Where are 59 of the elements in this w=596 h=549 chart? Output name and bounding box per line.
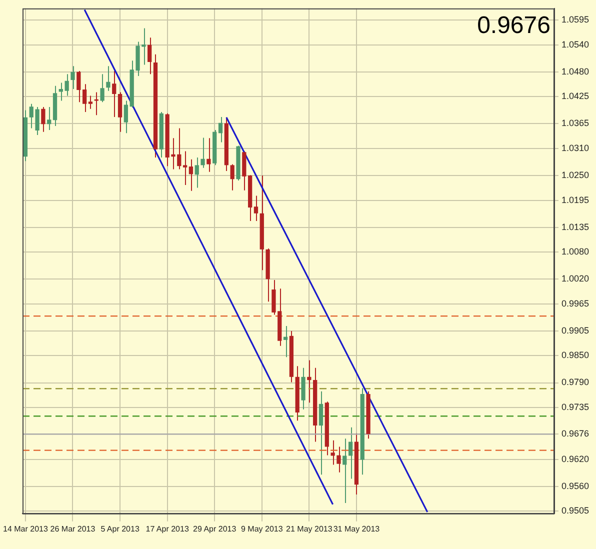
candlestick <box>194 157 199 188</box>
candlestick <box>94 92 98 116</box>
y-tick-label: 1.0480 <box>561 66 590 76</box>
candlestick <box>318 390 324 476</box>
y-tick-label: 0.9735 <box>561 402 590 412</box>
candlestick <box>330 440 335 466</box>
x-tick-label: 21 May 2013 <box>286 524 333 534</box>
candlestick <box>76 70 81 103</box>
x-tick-label: 31 May 2013 <box>333 524 380 534</box>
y-tick-label: 1.0540 <box>561 39 590 50</box>
candlestick <box>47 106 52 131</box>
candlestick <box>112 70 116 118</box>
y-tick-label: 1.0365 <box>561 118 590 128</box>
y-tick-label: 0.9850 <box>561 350 590 360</box>
y-tick-label: 0.9676 <box>561 428 590 439</box>
candlestick <box>218 116 223 143</box>
candlestick <box>206 138 211 172</box>
y-tick-label: 1.0250 <box>561 170 590 180</box>
candlestick <box>124 100 128 134</box>
candlestick <box>70 66 75 90</box>
y-tick-label: 1.0595 <box>561 14 590 25</box>
y-tick-label: 0.9620 <box>561 454 590 464</box>
x-tick-label: 9 May 2013 <box>240 524 284 534</box>
y-tick-label: 0.9560 <box>561 480 590 491</box>
candlestick <box>41 106 46 132</box>
candlestick <box>230 164 234 191</box>
y-tick-label: 1.0080 <box>561 246 590 257</box>
candlestick <box>106 66 110 92</box>
candlestick <box>100 74 104 103</box>
y-tick-label: 0.9905 <box>561 325 590 336</box>
y-tick-label: 1.0310 <box>561 142 590 153</box>
x-tick-label: 5 Apr 2013 <box>100 524 140 534</box>
y-tick-label: 0.9790 <box>561 377 590 388</box>
y-tick-label: 1.0195 <box>561 194 590 205</box>
candlestick <box>182 150 188 186</box>
candlestick <box>148 37 152 75</box>
annotation: 0.9676 <box>477 12 550 40</box>
candlestick <box>88 95 93 110</box>
candlestick <box>188 158 194 192</box>
x-tick-label: 14 Mar 2013 <box>3 524 48 534</box>
candlestick <box>82 84 87 113</box>
candlestick <box>307 360 312 404</box>
y-tick-label: 1.0135 <box>561 222 590 232</box>
y-tick-label: 0.9965 <box>561 298 590 308</box>
candlestick <box>64 74 69 96</box>
candlestick <box>342 438 347 504</box>
candlestick <box>301 367 306 410</box>
x-tick-label: 26 Mar 2013 <box>50 524 96 534</box>
candlestick <box>336 446 341 473</box>
y-tick-label: 1.0020 <box>561 274 590 284</box>
candlestick <box>283 325 288 358</box>
y-tick-label: 1.0425 <box>561 91 590 102</box>
y-tick-label: 0.9505 <box>561 506 590 516</box>
x-tick-label: 29 Apr 2013 <box>193 524 237 534</box>
candlestick <box>348 426 353 480</box>
candlestick <box>200 137 205 168</box>
candlestick <box>254 195 258 222</box>
candlestick <box>118 92 122 132</box>
x-tick-label: 17 Apr 2013 <box>146 524 190 534</box>
